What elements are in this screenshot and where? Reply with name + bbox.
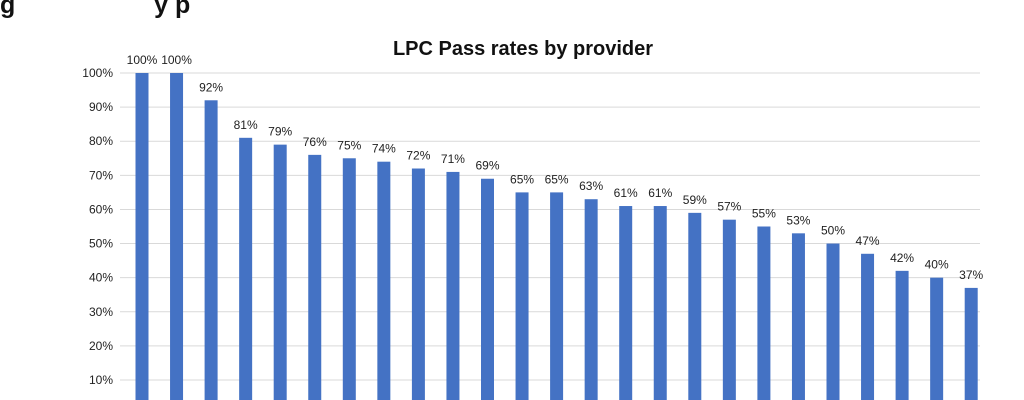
bar-data-label: 72% bbox=[406, 149, 430, 163]
bar-data-label: 69% bbox=[475, 159, 499, 173]
bar bbox=[584, 199, 598, 400]
bar-data-label: 71% bbox=[441, 152, 465, 166]
bar bbox=[411, 168, 425, 400]
bar bbox=[930, 277, 944, 400]
bar-data-label: 59% bbox=[683, 193, 707, 207]
y-tick-label: 80% bbox=[89, 134, 113, 148]
bar-data-label: 40% bbox=[925, 258, 949, 272]
bar bbox=[342, 158, 356, 400]
bar-data-label: 61% bbox=[614, 186, 638, 200]
bar bbox=[170, 73, 184, 400]
bar bbox=[619, 206, 633, 400]
bar bbox=[377, 161, 391, 400]
bar bbox=[446, 171, 460, 400]
bar bbox=[826, 243, 840, 400]
bar bbox=[861, 253, 875, 400]
bar bbox=[204, 100, 218, 400]
data-labels: 100% 100% 92% 81% 79% 76% 75% 74% 72% 71% 69% 65% 65… bbox=[127, 53, 984, 282]
bar-data-label: 37% bbox=[959, 268, 983, 282]
bar-data-label: 65% bbox=[510, 172, 534, 186]
y-tick-label: 50% bbox=[89, 237, 113, 251]
bar bbox=[964, 287, 978, 400]
bar bbox=[653, 206, 667, 400]
y-axis-tick-labels: 10% 20% 30% 40% 50% 60% 70% 80% 90% 100% bbox=[82, 66, 113, 387]
bar bbox=[895, 270, 909, 400]
chart-title: LPC Pass rates by provider bbox=[393, 38, 653, 60]
bar bbox=[135, 73, 149, 400]
y-tick-label: 20% bbox=[89, 339, 113, 353]
bar-data-label: 74% bbox=[372, 142, 396, 156]
bar bbox=[722, 219, 736, 400]
bar bbox=[515, 192, 529, 400]
bar-data-label: 65% bbox=[545, 172, 569, 186]
bar bbox=[273, 144, 287, 400]
bar-data-label: 75% bbox=[337, 138, 361, 152]
bar-data-label: 61% bbox=[648, 186, 672, 200]
bar-data-label: 55% bbox=[752, 207, 776, 221]
bars bbox=[135, 73, 978, 400]
y-tick-label: 60% bbox=[89, 202, 113, 216]
bar-data-label: 50% bbox=[821, 224, 845, 238]
bar bbox=[688, 212, 702, 400]
y-tick-label: 40% bbox=[89, 271, 113, 285]
y-tick-label: 70% bbox=[89, 168, 113, 182]
bar bbox=[239, 137, 253, 400]
page-heading-fragment: g y p bbox=[0, 0, 191, 19]
bar-data-label: 53% bbox=[786, 213, 810, 227]
bar-data-label: 47% bbox=[856, 234, 880, 248]
bar-data-label: 57% bbox=[717, 200, 741, 214]
y-tick-label: 100% bbox=[82, 66, 113, 80]
bar-data-label: 76% bbox=[303, 135, 327, 149]
y-tick-label: 10% bbox=[89, 373, 113, 387]
bar-data-label: 63% bbox=[579, 179, 603, 193]
bar bbox=[308, 154, 322, 400]
bar-data-label: 92% bbox=[199, 80, 223, 94]
bar-data-label: 100% bbox=[127, 53, 158, 67]
bar-data-label: 81% bbox=[234, 118, 258, 132]
bar-data-label: 42% bbox=[890, 251, 914, 265]
y-tick-label: 90% bbox=[89, 100, 113, 114]
bar bbox=[791, 233, 805, 400]
y-tick-label: 30% bbox=[89, 305, 113, 319]
bar-data-label: 100% bbox=[161, 53, 192, 67]
bar bbox=[481, 178, 494, 400]
bar bbox=[550, 192, 564, 400]
bar bbox=[757, 226, 771, 400]
bar-data-label: 79% bbox=[268, 125, 292, 139]
